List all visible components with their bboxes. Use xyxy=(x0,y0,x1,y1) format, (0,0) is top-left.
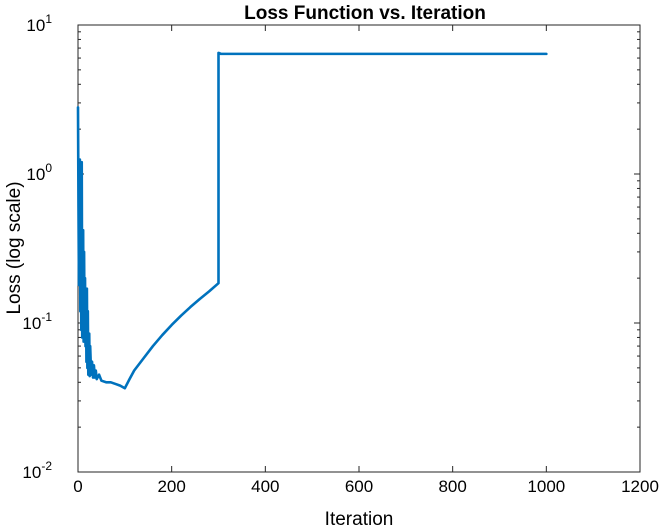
x-tick-label: 0 xyxy=(73,477,82,496)
chart-title: Loss Function vs. Iteration xyxy=(244,3,486,24)
x-tick-label: 1000 xyxy=(527,477,565,496)
y-tick-label: 100 xyxy=(26,161,52,184)
series-layer xyxy=(76,51,548,390)
x-tick-label: 600 xyxy=(345,477,373,496)
x-tick-label: 800 xyxy=(438,477,466,496)
y-tick-label: 10-2 xyxy=(22,459,52,482)
plot-frame xyxy=(77,24,641,473)
x-axis-label: Iteration xyxy=(325,509,394,530)
x-tick-label: 400 xyxy=(251,477,279,496)
y-tick-label: 10-1 xyxy=(22,310,52,333)
y-axis-label: Loss (log scale) xyxy=(4,181,25,314)
x-tick-label: 200 xyxy=(157,477,185,496)
x-axis-ticks: 0 200 400 600 800 1000 1200 xyxy=(73,25,659,496)
loss-series-line xyxy=(76,51,548,390)
x-tick-label: 1200 xyxy=(621,477,659,496)
y-axis-ticks: 10-2 10-1 100 101 xyxy=(22,12,640,482)
y-tick-label: 101 xyxy=(26,12,52,35)
